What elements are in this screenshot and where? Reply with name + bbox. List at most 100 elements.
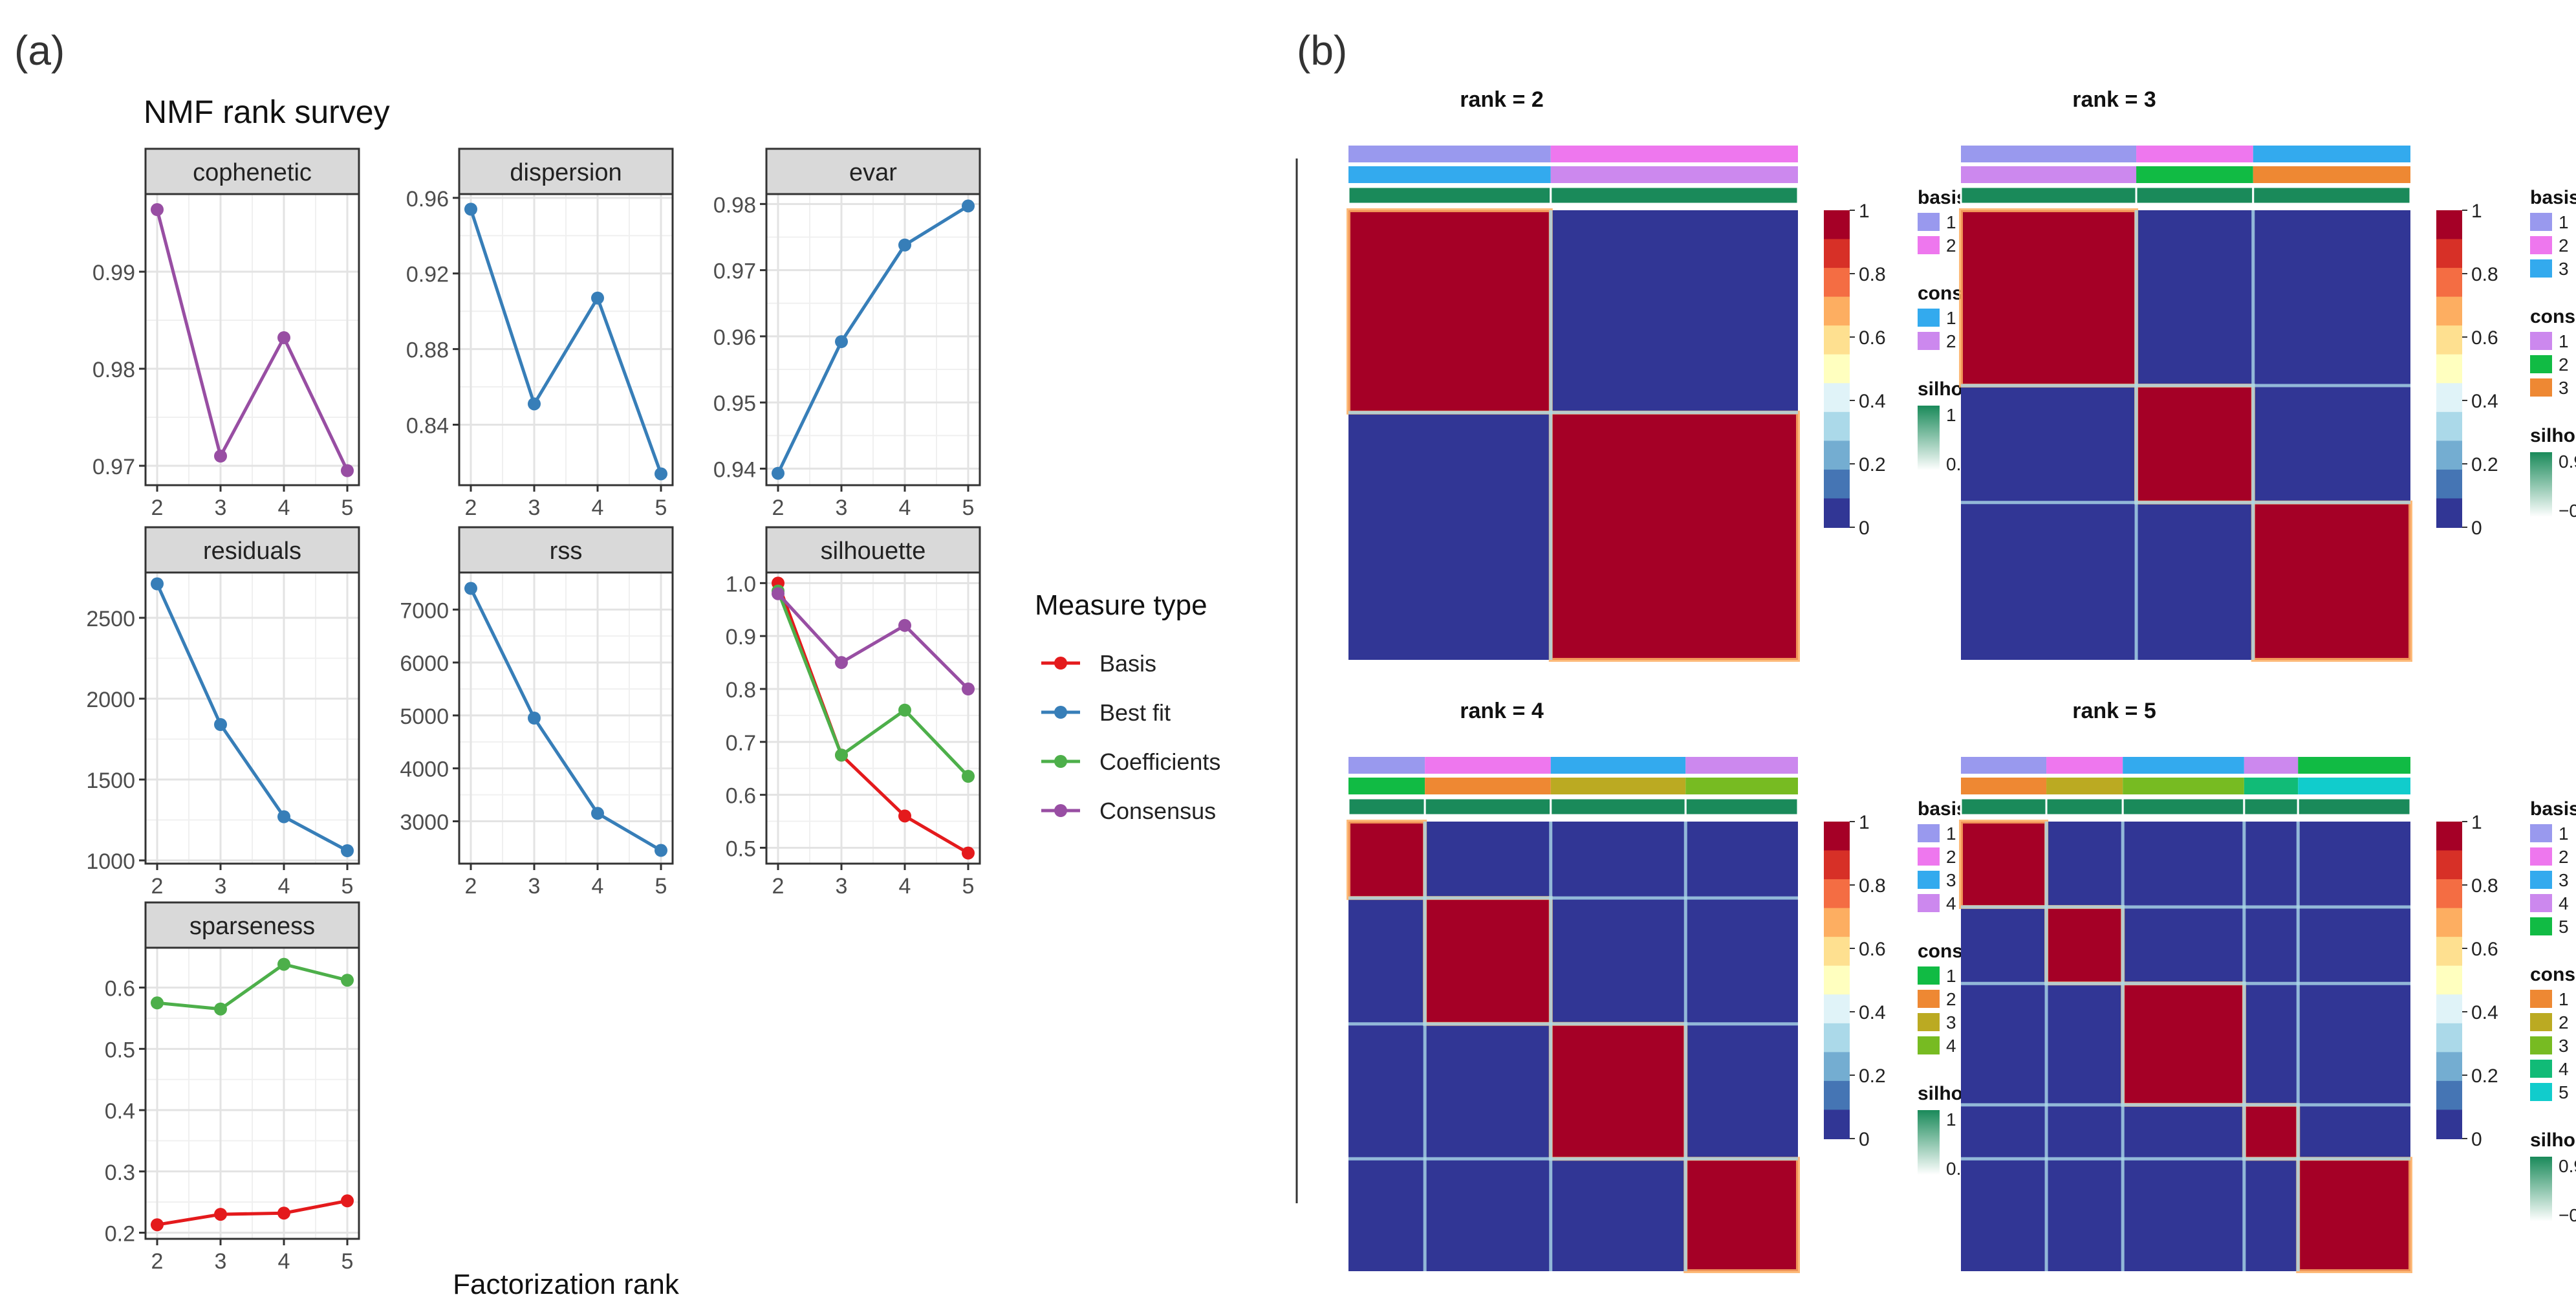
- series-line-best-fit: [155, 583, 349, 853]
- y-tick-label: 0.98: [713, 193, 756, 217]
- consensus-legend-label: 3: [2559, 1036, 2569, 1056]
- series-line-best-fit: [776, 204, 969, 474]
- consensus-legend-swatch: [1918, 1036, 1940, 1054]
- facet-border: [765, 571, 981, 865]
- basis-legend-label: 5: [2559, 917, 2569, 937]
- y-tick-label: 2500: [86, 607, 135, 631]
- data-point: [214, 1208, 227, 1221]
- x-tick-label: 4: [278, 496, 290, 520]
- basis-legend-label: 2: [2559, 235, 2569, 256]
- data-point: [898, 618, 911, 632]
- colorbar-segment: [1824, 239, 1850, 269]
- heatmap-title: rank = 5: [2072, 699, 2156, 723]
- data-point: [962, 682, 975, 695]
- silhouette-track-segment: [1960, 186, 2138, 205]
- basis-legend-swatch: [2530, 259, 2552, 278]
- consensus-legend-swatch: [1918, 309, 1940, 327]
- data-point: [341, 844, 354, 857]
- silhouette-track-segment: [1423, 797, 1552, 816]
- basis-legend-label: 3: [2559, 259, 2569, 279]
- consensus-heatmaps: rank = 2 1 0.8 0.6 0.4 0.2 0 basis 1 2 consensus 1 2…: [1347, 87, 2576, 1273]
- basis-track-segment: [2046, 757, 2123, 774]
- colorbar-segment: [1824, 1109, 1850, 1139]
- silhouette-track-segment: [2045, 797, 2124, 816]
- consensus-legend-swatch: [2530, 1036, 2552, 1054]
- consensus-track-segment: [2136, 166, 2253, 183]
- consensus-legend-label: 4: [1946, 1036, 1956, 1056]
- facet-label: residuals: [203, 538, 301, 565]
- colorbar-segment: [1824, 268, 1850, 298]
- colorbar-segment: [2436, 354, 2462, 384]
- legend-key-point: [1054, 706, 1067, 719]
- colorbar-tick-label: 0.6: [1859, 939, 1886, 960]
- basis-legend-label: 2: [2559, 847, 2569, 867]
- consensus-legend-label: 1: [2559, 989, 2569, 1009]
- y-tick-label: 1000: [86, 849, 135, 874]
- basis-track-segment: [1550, 146, 1798, 162]
- basis-legend-label: 1: [2559, 824, 2569, 844]
- legend-entry-label: Consensus: [1099, 798, 1216, 824]
- y-tick-label: 1.0: [726, 572, 756, 596]
- x-tick-label: 2: [465, 496, 477, 520]
- colorbar-segment: [1824, 879, 1850, 909]
- basis-track-segment: [1550, 757, 1686, 774]
- basis-legend-swatch: [2530, 917, 2552, 935]
- colorbar-tick-label: 0: [1859, 518, 1870, 539]
- x-tick-label: 3: [215, 1249, 227, 1274]
- heatmap-rank-5: rank = 5 1 0.8 0.6 0.4 0.2 0 basis 1 2 3 4 5 consensu…: [1959, 699, 2576, 1273]
- y-tick-label: 0.6: [726, 784, 756, 809]
- basis-legend-label: 2: [1946, 235, 1956, 256]
- basis-track-segment: [2123, 757, 2244, 774]
- consensus-block: [1348, 822, 1425, 899]
- x-tick-label: 2: [772, 496, 785, 520]
- basis-legend-label: 4: [1946, 893, 1956, 913]
- colorbar-segment: [2436, 469, 2462, 499]
- data-point: [341, 974, 354, 987]
- colorbar-segment: [2436, 325, 2462, 355]
- consensus-track-segment: [2123, 778, 2244, 794]
- series-line-best-fit: [469, 587, 662, 852]
- series-line-coefficients: [157, 962, 348, 1011]
- consensus-track-segment: [1961, 166, 2137, 183]
- consensus-block: [1961, 822, 2047, 908]
- consensus-legend-label: 1: [1946, 308, 1956, 328]
- consensus-legend-label: 3: [2559, 378, 2569, 398]
- y-tick-label: 0.8: [726, 678, 756, 703]
- basis-legend-swatch: [2530, 871, 2552, 889]
- x-tick-label: 5: [341, 496, 354, 520]
- colorbar-segment: [2436, 822, 2462, 851]
- data-point: [962, 770, 975, 783]
- x-tick-label: 3: [528, 874, 541, 899]
- data-point: [464, 582, 477, 595]
- consensus-legend-label: 3: [1946, 1012, 1956, 1032]
- colorbar-segment: [1824, 965, 1850, 996]
- consensus-track-segment: [2298, 778, 2410, 794]
- series-line-best-fit: [469, 208, 663, 475]
- y-tick-label: 5000: [400, 704, 449, 729]
- facet-strip: [144, 901, 360, 949]
- facet-label: silhouette: [821, 538, 926, 565]
- colorbar-segment: [1824, 354, 1850, 384]
- series-line-consensus: [777, 593, 969, 690]
- y-tick-label: 0.94: [713, 457, 756, 482]
- silhouette-track-segment: [2297, 797, 2412, 816]
- data-point: [277, 1206, 290, 1220]
- x-tick-label: 3: [215, 874, 227, 899]
- colorbar-segment: [1824, 994, 1850, 1024]
- data-point: [898, 703, 911, 717]
- basis-track-segment: [1961, 757, 2047, 774]
- colorbar-segment: [1824, 908, 1850, 938]
- colorbar-tick-label: 0.2: [1859, 454, 1886, 475]
- consensus-legend-swatch: [2530, 332, 2552, 350]
- facet-label: rss: [550, 538, 583, 565]
- silhouette-track-segment: [2121, 797, 2246, 816]
- colorbar-tick-label: 0: [2471, 1129, 2482, 1150]
- colorbar-segment: [2436, 994, 2462, 1024]
- basis-legend-swatch: [1918, 213, 1940, 231]
- silhouette-max-label: 0.93: [2559, 1156, 2576, 1176]
- x-axis-title: Factorization rank: [453, 1269, 680, 1300]
- basis-legend-title: basis: [2530, 187, 2576, 208]
- x-tick-label: 3: [528, 496, 541, 520]
- measure-legend: Measure type Basis Best fit Coefficients Con…: [1035, 589, 1220, 824]
